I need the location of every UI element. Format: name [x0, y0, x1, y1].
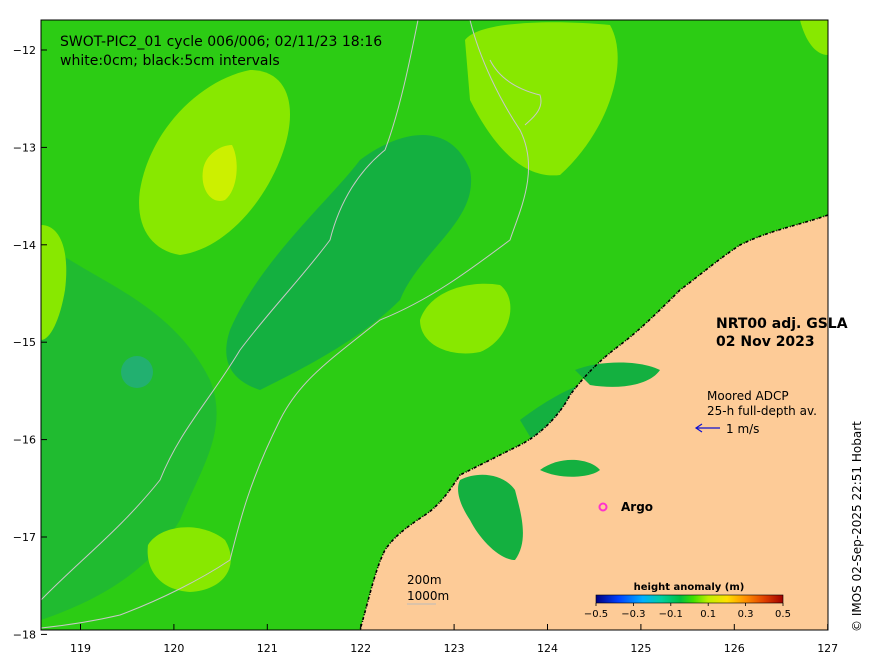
plot-frame	[40, 19, 829, 631]
title-line-1: SWOT-PIC2_01 cycle 006/006; 02/11/23 18:…	[60, 34, 382, 50]
king-sound	[458, 474, 523, 560]
dark-region-central	[226, 135, 472, 390]
y-tick-label: −14	[13, 239, 36, 252]
high-region-corner	[800, 20, 828, 55]
y-tick-label: −17	[13, 531, 36, 544]
dark-region-west	[41, 240, 217, 620]
high-region-east	[420, 283, 511, 354]
y-tick-label: −16	[13, 434, 36, 447]
adcp-title: Moored ADCP	[707, 389, 789, 403]
x-tick-label: 127	[817, 642, 838, 655]
colorbar	[595, 594, 784, 604]
colorbar-tick-label: −0.3	[621, 609, 645, 620]
colorbar-tick-label: −0.1	[659, 609, 683, 620]
product-date: 02 Nov 2023	[716, 334, 815, 350]
product-label: NRT00 adj. GSLA	[716, 316, 848, 332]
colorbar-tick-label: 0.1	[700, 609, 716, 620]
teal-spot	[121, 356, 153, 388]
title-line-2: white:0cm; black:5cm intervals	[60, 53, 280, 69]
adcp-scale-label: 1 m/s	[726, 422, 759, 436]
y-tick-label: −15	[13, 336, 36, 349]
high-region-southwest	[147, 527, 231, 592]
colorbar-tick-label: 0.5	[775, 609, 791, 620]
adcp-subtitle: 25-h full-depth av.	[707, 404, 817, 418]
x-tick-label: 119	[70, 642, 91, 655]
x-tick-label: 123	[444, 642, 465, 655]
coastline	[359, 214, 828, 630]
x-tick-label: 122	[350, 642, 371, 655]
isobath-200m	[41, 20, 419, 601]
isobath-legend-1000m: 1000m	[407, 589, 449, 603]
x-tick-label: 124	[537, 642, 558, 655]
credit-text: © IMOS 02-Sep-2025 22:51 Hobart	[850, 421, 864, 632]
x-axis: 119 120 121 122 123 124 125 126 127	[70, 624, 838, 655]
x-tick-label: 126	[724, 642, 745, 655]
colorbar-tick-label: 0.3	[738, 609, 754, 620]
plot-area	[41, 20, 828, 630]
y-tick-label: −12	[13, 44, 36, 57]
high-region-edge	[41, 225, 67, 340]
high-core-west	[202, 145, 237, 201]
y-tick-label: −13	[13, 141, 36, 154]
adcp-arrow-icon	[694, 423, 720, 433]
colorbar-title: height anomaly (m)	[634, 582, 745, 593]
x-tick-label: 120	[163, 642, 184, 655]
colorbar-tick-label: −0.5	[584, 609, 608, 620]
isobath-1000m	[41, 20, 530, 629]
colorbar-ticks: −0.5 −0.3 −0.1 0.1 0.3 0.5	[584, 603, 791, 620]
argo-marker-icon	[598, 502, 608, 512]
x-tick-label: 121	[257, 642, 278, 655]
y-tick-label: −18	[13, 628, 36, 641]
isobath-legend-200m: 200m	[407, 573, 442, 587]
x-tick-label: 125	[630, 642, 651, 655]
argo-label: Argo	[621, 500, 653, 514]
y-axis: −12 −13 −14 −15 −16 −17 −18	[13, 44, 47, 641]
